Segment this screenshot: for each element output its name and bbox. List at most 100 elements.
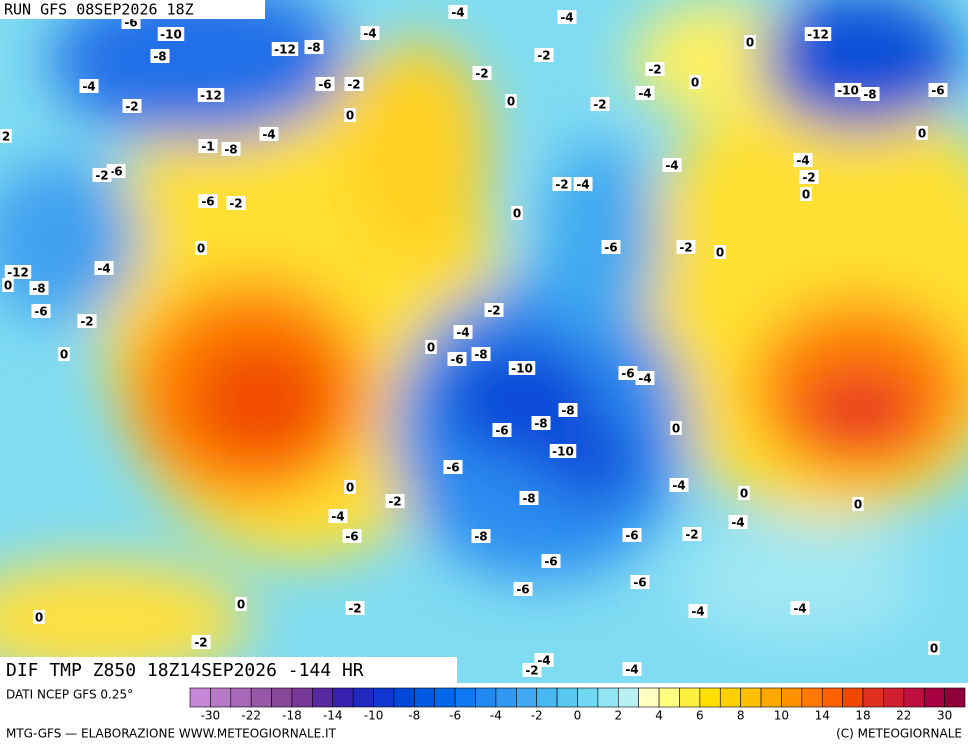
contour-label-box: [549, 444, 577, 458]
contour-label: 0: [513, 207, 521, 221]
colorbar-swatch: [760, 687, 782, 708]
colorbar-swatch: [516, 687, 538, 708]
contour-label-box: [58, 347, 70, 361]
contour-label: -12: [274, 43, 296, 57]
colorbar-swatch: [658, 687, 680, 708]
contour-label-box: [4, 265, 32, 279]
contour-label: -4: [665, 159, 678, 173]
run-label: RUN GFS 08SEP2026 18Z: [4, 1, 194, 19]
contour-label: -4: [793, 602, 806, 616]
contour-label-box: [522, 663, 542, 677]
contour-label-box: [92, 168, 112, 182]
contour-label-box: [552, 177, 572, 191]
contour-label: 0: [346, 109, 354, 123]
contour-label: 0: [918, 127, 926, 141]
contour-label: -2: [679, 241, 692, 255]
contour-label: -2: [194, 636, 207, 650]
colorbar-label: -6: [449, 709, 461, 723]
colorbar-swatch: [210, 687, 232, 708]
contour-label-box: [271, 42, 299, 56]
contour-label-box: [804, 27, 832, 41]
colorbar-swatch: [271, 687, 293, 708]
contour-label-box: [688, 604, 708, 618]
header-box: [0, 0, 265, 19]
contour-label-box: [744, 35, 756, 49]
contour-label-box: [622, 528, 642, 542]
contour-label-box: [505, 94, 517, 108]
colorbar-label: 22: [896, 709, 911, 723]
contour-label-box: [360, 26, 380, 40]
contour-label-box: [714, 245, 726, 259]
contour-labels: -6-10-8 -12 -8-4-4 -40-12-4-2-12-6 -20-2-2-2…: [0, 5, 948, 678]
contour-label: 0: [802, 188, 810, 202]
contour-label-box: [630, 575, 650, 589]
contour-label-box: [590, 97, 610, 111]
contour-label: -8: [153, 50, 166, 64]
contour-label: -8: [534, 417, 547, 431]
contour-label-box: [622, 662, 642, 676]
contour-label: -8: [522, 492, 535, 506]
colorbar-label: 6: [696, 709, 704, 723]
contour-label-box: [195, 241, 207, 255]
contour-label-box: [492, 423, 512, 437]
colorbar-swatch: [475, 687, 497, 708]
contour-label: 0: [427, 341, 435, 355]
contour-label: -2: [475, 67, 488, 81]
contour-label-box: [77, 314, 97, 328]
contour-label: -12: [7, 266, 29, 280]
colorbar-swatch: [556, 687, 578, 708]
colorbar-swatch: [617, 687, 639, 708]
contour-label: 0: [346, 481, 354, 495]
colorbar-swatch: [923, 687, 945, 708]
contour-label: -8: [561, 404, 574, 418]
contour-label-box: [315, 77, 335, 91]
colorbar-label: -22: [241, 709, 261, 723]
contour-label: -2: [487, 304, 500, 318]
contour-label: -4: [331, 510, 344, 524]
contour-label: -6: [633, 576, 646, 590]
contour-label-box: [448, 5, 468, 19]
contour-label: -2: [229, 197, 242, 211]
contour-label: -6: [621, 367, 634, 381]
contour-label-box: [328, 509, 348, 523]
contour-label: -4: [456, 326, 469, 340]
colorbar-label: -14: [323, 709, 343, 723]
contour-label: -2: [648, 63, 661, 77]
colorbar-swatch: [821, 687, 843, 708]
contour-label: 0: [716, 246, 724, 260]
contour-label-box: [197, 88, 225, 102]
contour-label-box: [534, 48, 554, 62]
contour-label-box: [558, 403, 578, 417]
contour-label: 0: [854, 498, 862, 512]
colorbar: -30 -22 -18 -14 -10 -8 -6 -4 -2 0 2 4 6 8 10 14 18 22 30: [189, 687, 966, 723]
contour-label-box: [344, 108, 356, 122]
contour-label: 0: [672, 422, 680, 436]
contour-label: -4: [691, 605, 704, 619]
colorbar-label: 0: [574, 709, 582, 723]
colorbar-swatch: [393, 687, 415, 708]
colorbar-swatch: [373, 687, 395, 708]
contour-label-box: [513, 582, 533, 596]
contour-label: -4: [576, 178, 589, 192]
colorbar-swatch: [495, 687, 517, 708]
contour-label-box: [635, 86, 655, 100]
contour-label-box: [122, 99, 142, 113]
contour-label: -6: [495, 424, 508, 438]
colorbar-label: 30: [937, 709, 952, 723]
contour-label-box: [345, 601, 365, 615]
contour-label-box: [573, 177, 593, 191]
contour-label: 0: [746, 36, 754, 50]
contour-label-box: [531, 416, 551, 430]
colorbar-swatch: [352, 687, 374, 708]
contour-label: 0: [197, 242, 205, 256]
colorbar-swatch: [536, 687, 558, 708]
contour-label: 0: [4, 279, 12, 293]
colorbar-label: 18: [855, 709, 870, 723]
colorbar-swatch: [699, 687, 721, 708]
contour-label: -2: [388, 495, 401, 509]
contour-label-box: [635, 371, 655, 385]
contour-label: 0: [237, 598, 245, 612]
contour-label-box: [860, 87, 880, 101]
